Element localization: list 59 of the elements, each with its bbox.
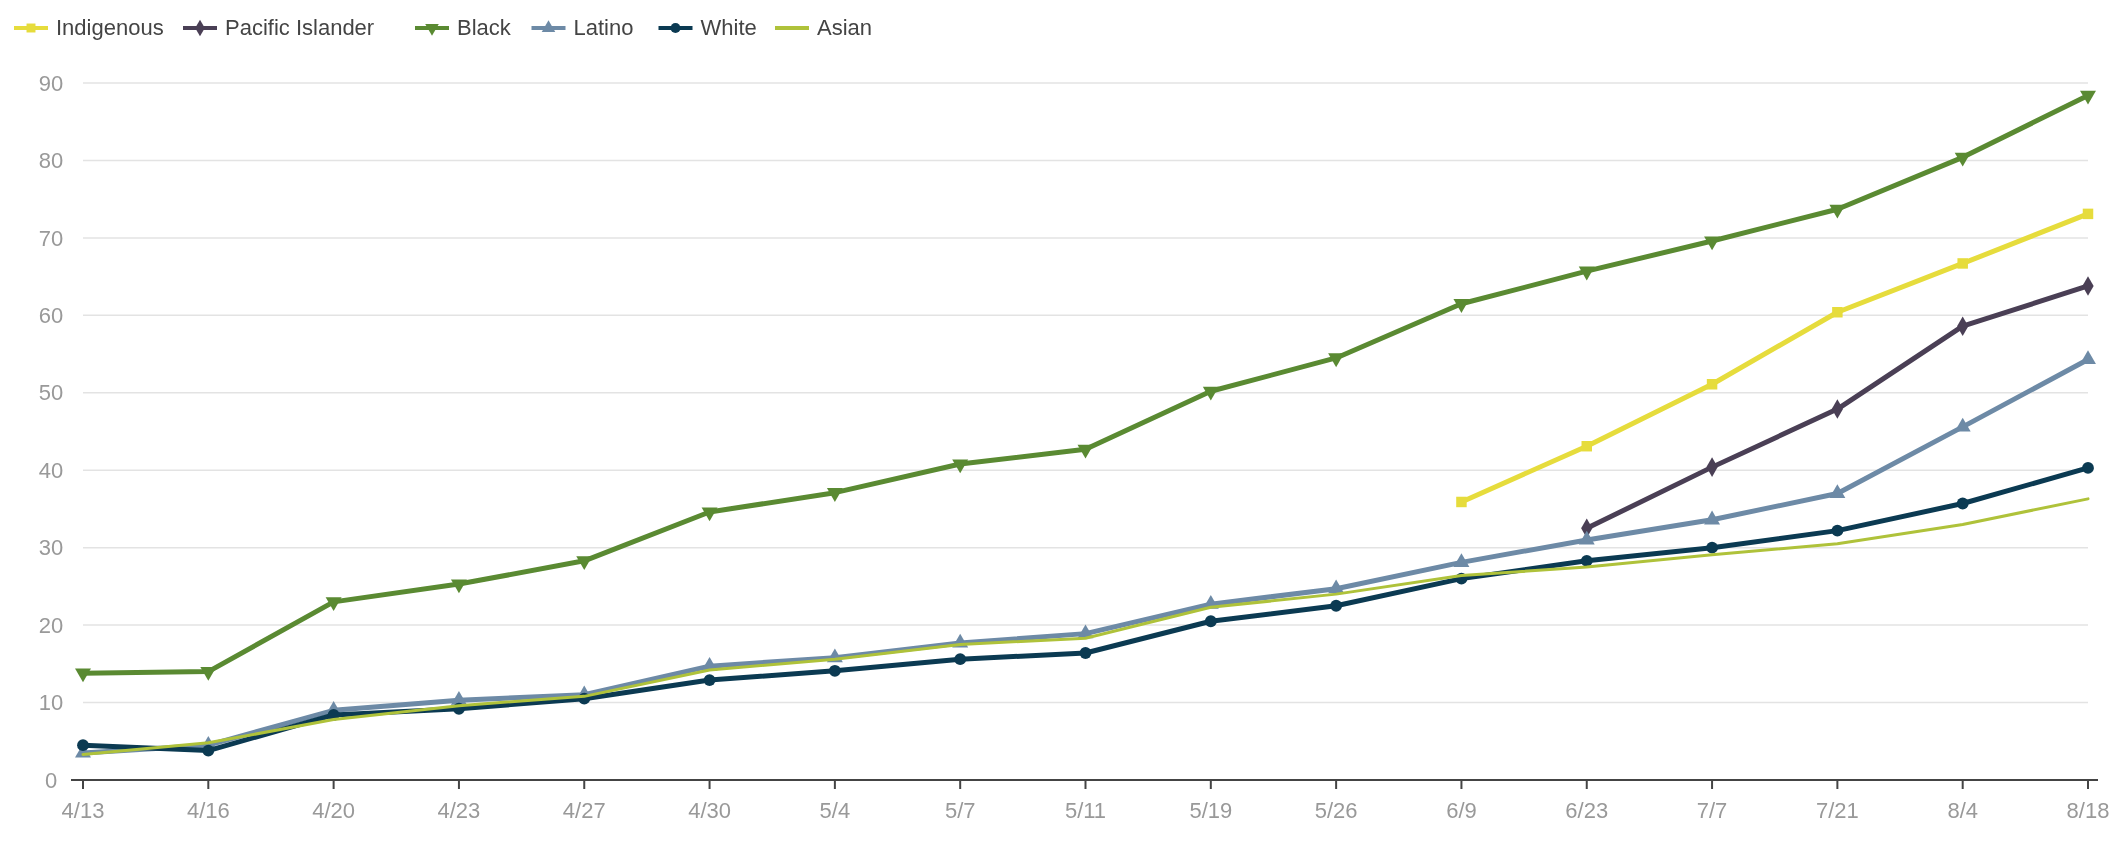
point — [2080, 90, 2096, 105]
y-tick-label: 60 — [38, 303, 64, 329]
point — [1202, 386, 1219, 401]
point — [1829, 484, 1846, 499]
point — [1956, 497, 1969, 510]
y-tick-label: 50 — [38, 380, 64, 406]
x-tick-label: 4/30 — [688, 798, 731, 823]
y-tick-label: 90 — [38, 70, 64, 96]
legend-label: Asian — [817, 15, 873, 40]
legend-label: White — [700, 15, 757, 40]
y-tick-label: 10 — [38, 690, 64, 716]
point — [1832, 306, 1843, 318]
x-tick-label: 4/23 — [437, 798, 481, 823]
point — [1578, 266, 1595, 281]
point — [954, 653, 967, 666]
x-tick-label: 8/18 — [2066, 798, 2110, 823]
point — [828, 664, 841, 677]
point — [1706, 379, 1718, 390]
point — [1453, 553, 1470, 567]
x-tick-label: 4/27 — [562, 798, 606, 823]
y-tick-label: 30 — [38, 535, 64, 561]
point — [703, 674, 716, 686]
x-tick-label: 7/7 — [1696, 798, 1728, 823]
x-tick-label: 6/23 — [1565, 798, 1609, 823]
legend-label: Pacific Islander — [225, 15, 375, 40]
x-tick-label: 6/9 — [1446, 798, 1477, 823]
x-tick-label: 8/4 — [1947, 798, 1978, 823]
x-tick-label: 4/13 — [61, 798, 105, 823]
point — [1580, 554, 1593, 567]
legend-label: Black — [457, 15, 512, 40]
point — [1581, 440, 1592, 452]
x-tick-label: 4/16 — [186, 798, 230, 823]
x-tick-label: 5/11 — [1064, 798, 1107, 823]
point — [1079, 647, 1092, 659]
point — [1453, 299, 1470, 313]
y-tick-label: 40 — [38, 457, 64, 483]
point — [1204, 615, 1217, 628]
point — [2082, 461, 2094, 474]
point — [1456, 496, 1467, 508]
y-tick-label: 20 — [38, 612, 64, 638]
x-tick-label: 5/4 — [819, 798, 851, 823]
y-tick-label: 80 — [38, 148, 64, 174]
x-tick-label: 5/19 — [1189, 798, 1233, 823]
legend-label: Latino — [573, 15, 634, 40]
point — [2082, 208, 2094, 220]
legend-label: Indigenous — [56, 15, 164, 40]
x-tick-label: 7/21 — [1815, 798, 1859, 823]
y-tick-label: 0 — [44, 767, 58, 793]
point — [202, 744, 215, 757]
x-tick-label: 5/26 — [1314, 798, 1358, 823]
y-tick-label: 70 — [38, 225, 64, 251]
point — [1957, 258, 1968, 269]
point — [77, 739, 89, 752]
point — [1330, 599, 1343, 612]
x-tick-label: 4/20 — [312, 798, 356, 823]
point — [1704, 236, 1721, 251]
point — [1706, 541, 1718, 554]
x-tick-label: 5/7 — [944, 798, 976, 823]
point — [1831, 524, 1844, 537]
